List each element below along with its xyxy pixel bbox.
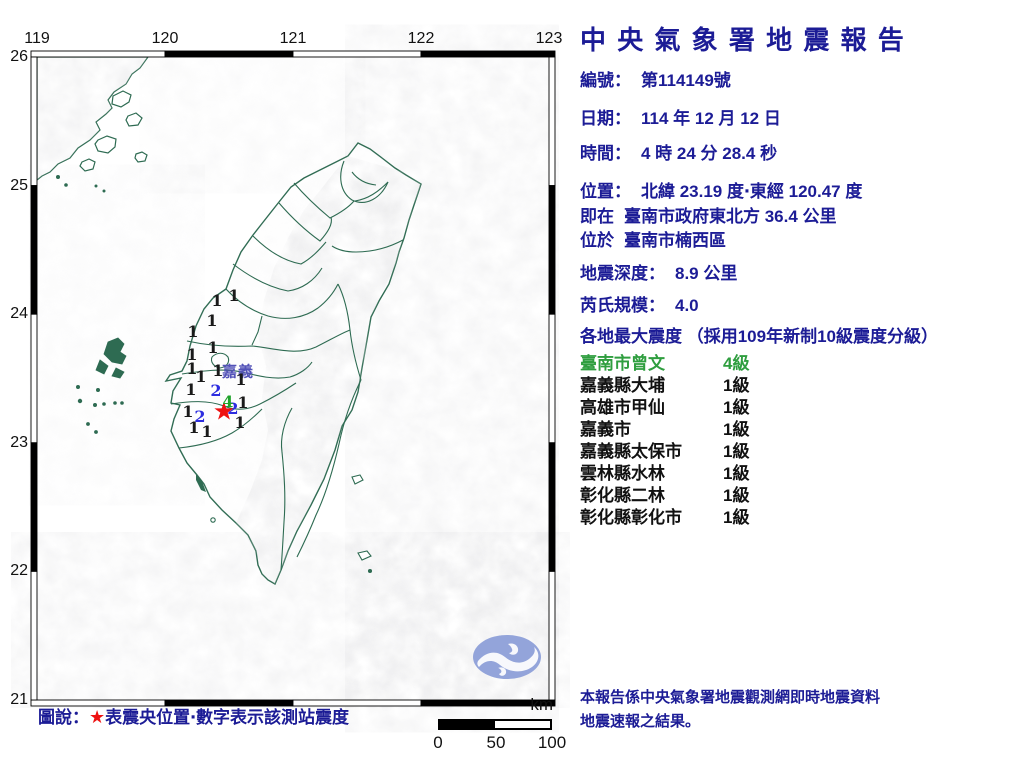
station-intensity: 1級 bbox=[723, 398, 750, 417]
depth-line: 地震深度： 8.9 公里 bbox=[580, 259, 737, 284]
station-intensity: 1級 bbox=[723, 508, 750, 527]
time-line: 時間： 4 時 24 分 28.4 秒 bbox=[580, 139, 777, 164]
station-intensity: 1級 bbox=[723, 464, 750, 483]
legend-prefix: 圖說： bbox=[38, 708, 89, 727]
time-value: 4 時 24 分 28.4 秒 bbox=[641, 144, 778, 163]
magnitude-line: 芮氏規模： 4.0 bbox=[580, 291, 699, 316]
magnitude-value: 4.0 bbox=[675, 296, 699, 315]
station-intensity: 1級 bbox=[723, 420, 750, 439]
penghu-islands bbox=[76, 337, 127, 434]
lat-axis-label: 23 bbox=[10, 433, 28, 451]
station-row: 雲林縣水林 1級 bbox=[580, 459, 820, 483]
station-row: 臺南市曾文 4級 bbox=[580, 349, 820, 373]
lat-axis-label: 25 bbox=[10, 176, 28, 194]
station-intensity: 1級 bbox=[723, 376, 750, 395]
district-label: 位於 bbox=[580, 231, 614, 250]
date-line: 日期： 114 年 12 月 12 日 bbox=[580, 104, 781, 129]
depth-value: 8.9 公里 bbox=[675, 264, 738, 283]
legend-caption: 圖說：★表震央位置‧數字表示該測站震度 bbox=[38, 703, 349, 728]
map-frame bbox=[30, 50, 556, 707]
station-name: 嘉義市 bbox=[580, 420, 631, 439]
intensity-section-title: 各地最大震度 （採用109年新制10級震度分級） bbox=[580, 327, 938, 346]
station-name: 彰化縣二林 bbox=[580, 486, 665, 505]
relative-position-label: 即在 bbox=[580, 207, 614, 226]
report-number-label: 編號： bbox=[580, 71, 631, 90]
relative-position-value: 臺南市政府東北方 36.4 公里 bbox=[624, 207, 837, 226]
note-text: 本報告係中央氣象署地震觀測網即時地震資料 地震速報之結果。 bbox=[580, 686, 880, 734]
county-boundaries bbox=[170, 160, 404, 571]
offshore-islets bbox=[210, 474, 373, 574]
station-row: 嘉義市 1級 bbox=[580, 415, 820, 439]
lon-axis-label: 119 bbox=[24, 30, 50, 47]
station-row: 嘉義縣太保市 1級 bbox=[580, 437, 820, 461]
magnitude-label: 芮氏規模： bbox=[580, 296, 665, 315]
taiwan-map bbox=[30, 50, 556, 707]
scale-tick-0: 0 bbox=[433, 733, 443, 752]
location-label: 位置： bbox=[580, 182, 631, 201]
district-value: 臺南市楠西區 bbox=[624, 231, 726, 250]
lat-axis-label: 21 bbox=[10, 691, 28, 708]
station-name: 嘉義縣太保市 bbox=[580, 442, 682, 461]
depth-label: 地震深度： bbox=[580, 264, 665, 283]
station-row: 彰化縣彰化市 1級 bbox=[580, 503, 820, 527]
date-label: 日期： bbox=[580, 109, 631, 128]
scale-bar-fill bbox=[440, 721, 495, 728]
lon-axis-label: 121 bbox=[279, 30, 307, 47]
location-line: 位置： 北緯 23.19 度‧東經 120.47 度 bbox=[580, 177, 862, 202]
station-intensity: 4級 bbox=[723, 354, 750, 373]
location-value: 北緯 23.19 度‧東經 120.47 度 bbox=[641, 182, 863, 201]
scale-unit-label: km bbox=[530, 695, 553, 714]
harbor-lagoon bbox=[196, 474, 206, 492]
district-line: 位於 臺南市楠西區 bbox=[580, 226, 726, 251]
report-number-line: 編號： 第114149號 bbox=[580, 66, 731, 91]
lon-axis-label: 123 bbox=[535, 30, 563, 47]
station-row: 嘉義縣大埔 1級 bbox=[580, 371, 820, 395]
lat-axis-label: 24 bbox=[10, 305, 28, 323]
station-name: 嘉義縣大埔 bbox=[580, 376, 665, 395]
station-name: 高雄市甲仙 bbox=[580, 398, 665, 417]
cwa-logo-icon bbox=[473, 635, 541, 679]
station-name: 臺南市曾文 bbox=[580, 354, 665, 373]
legend-star-icon: ★ bbox=[89, 707, 106, 727]
lat-axis-label: 22 bbox=[10, 562, 28, 580]
station-intensity: 1級 bbox=[723, 442, 750, 461]
station-row: 彰化縣二林 1級 bbox=[580, 481, 820, 505]
lon-axis-label: 122 bbox=[407, 30, 435, 47]
station-intensity-table: 臺南市曾文 4級 嘉義縣大埔 1級 高雄市甲仙 1級 嘉義市 1級 嘉義縣太保市… bbox=[580, 349, 820, 527]
lon-axis-label: 120 bbox=[151, 30, 179, 47]
page-title: 中 央 氣 象 署 地 震 報 告 bbox=[580, 25, 906, 55]
note-line-2: 地震速報之結果。 bbox=[580, 713, 701, 730]
relative-position-line: 即在 臺南市政府東北方 36.4 公里 bbox=[580, 202, 837, 227]
station-row: 高雄市甲仙 1級 bbox=[580, 393, 820, 417]
scale-tick-100: 100 bbox=[537, 733, 567, 752]
station-intensity: 1級 bbox=[723, 486, 750, 505]
time-label: 時間： bbox=[580, 144, 631, 163]
station-name: 彰化縣彰化市 bbox=[580, 508, 682, 527]
note-line-1: 本報告係中央氣象署地震觀測網即時地震資料 bbox=[580, 689, 881, 706]
scale-bar bbox=[438, 719, 552, 730]
report-number-value: 第114149號 bbox=[641, 71, 731, 90]
legend-text: 表震央位置‧數字表示該測站震度 bbox=[105, 708, 350, 727]
lat-axis-label: 26 bbox=[10, 48, 28, 65]
scale-tick-50: 50 bbox=[486, 733, 506, 752]
station-name: 雲林縣水林 bbox=[580, 464, 665, 483]
date-value: 114 年 12 月 12 日 bbox=[641, 109, 781, 128]
